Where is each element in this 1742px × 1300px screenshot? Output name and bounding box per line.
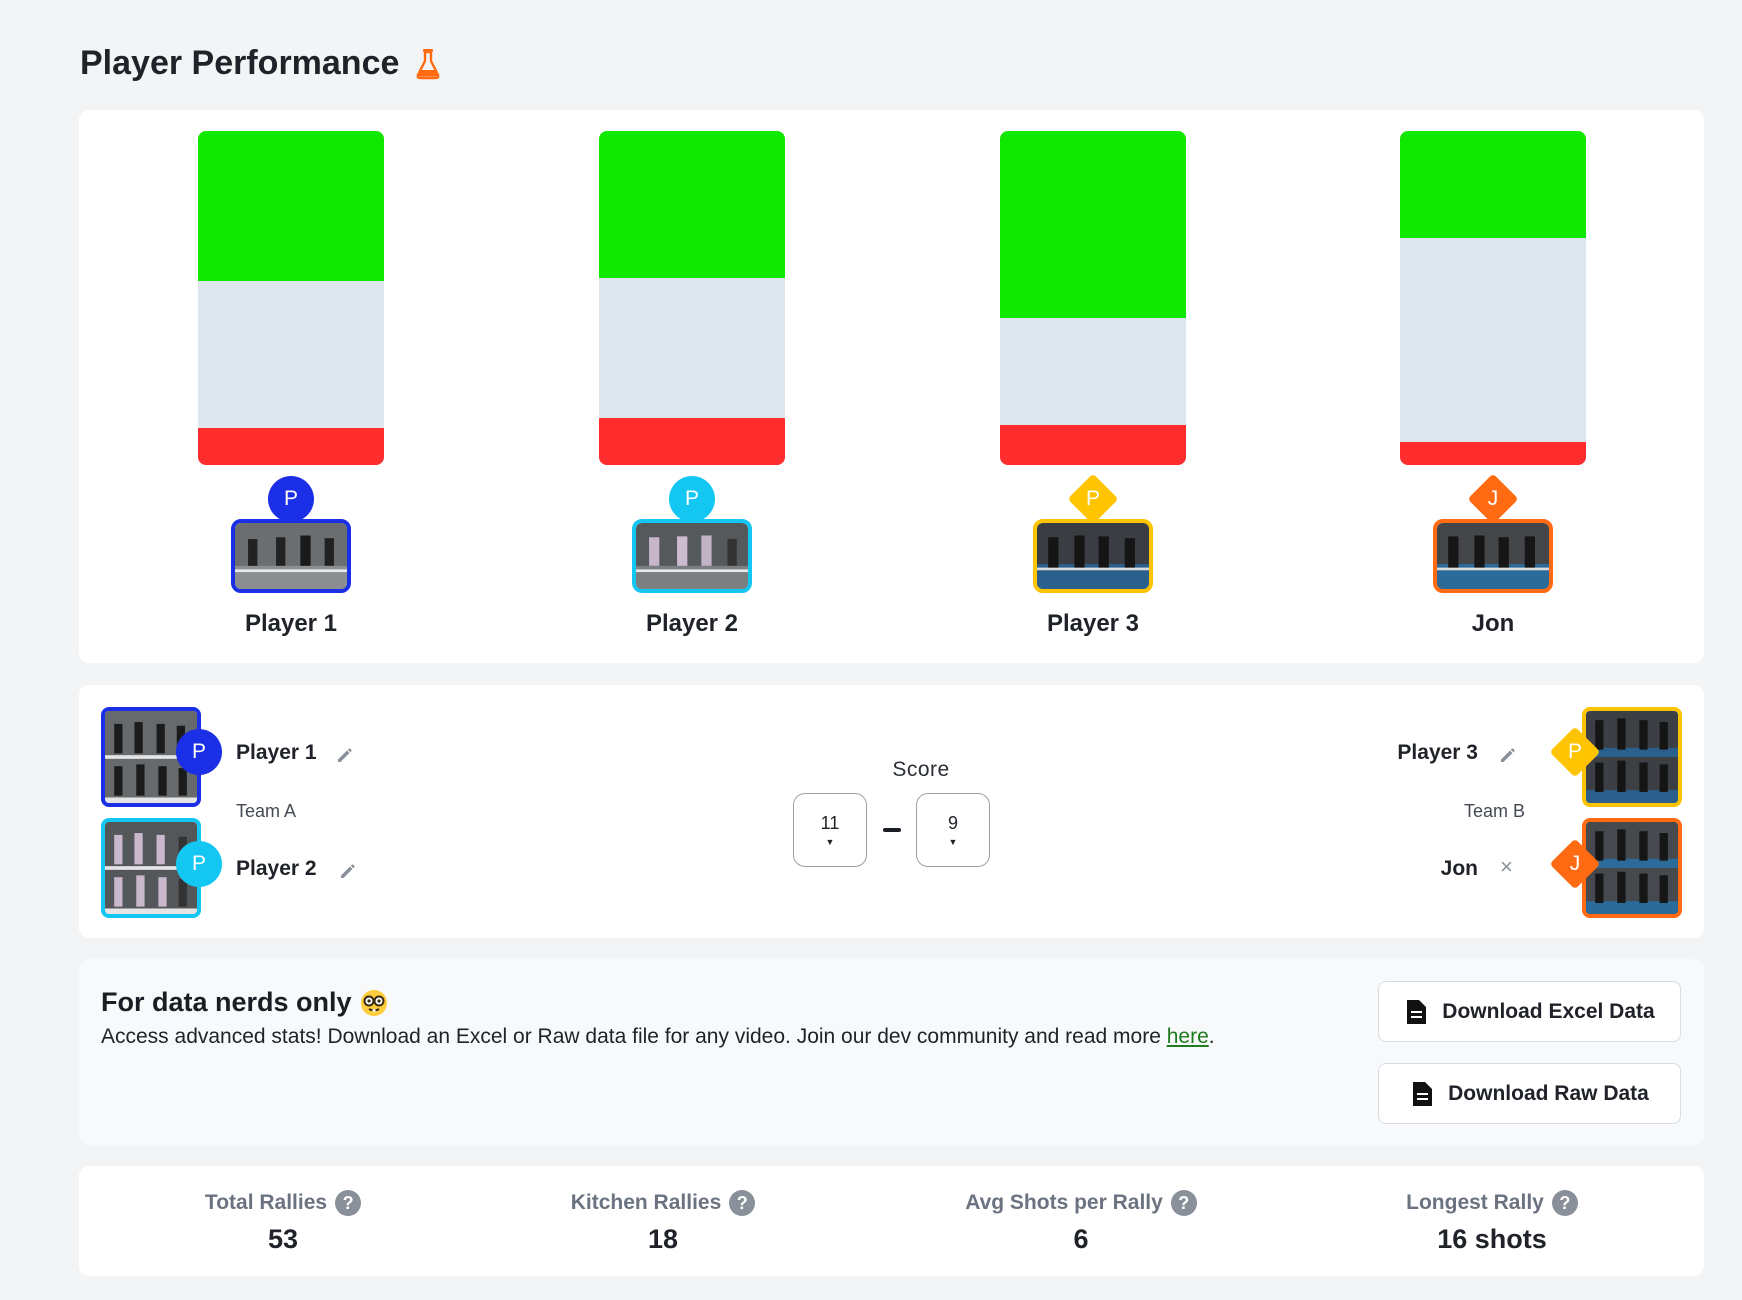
player-name: Player 2 bbox=[645, 610, 739, 637]
bar-red-segment bbox=[1400, 441, 1586, 465]
player-thumbnail[interactable] bbox=[1433, 519, 1553, 593]
bar-gray-segment bbox=[1000, 318, 1186, 425]
stat-value: 18 bbox=[647, 1224, 679, 1254]
player-badge-letter: P bbox=[1085, 487, 1100, 510]
bar-column-jon: J Jon bbox=[1400, 110, 1586, 663]
team-b-player-1-thumbnail[interactable] bbox=[1582, 707, 1682, 807]
team-b-player-2-thumbnail[interactable] bbox=[1582, 818, 1682, 918]
bar-red-segment bbox=[1000, 424, 1186, 465]
stat-value: 16 shots bbox=[1437, 1224, 1547, 1254]
stat-value: 53 bbox=[267, 1224, 299, 1254]
document-icon bbox=[1407, 999, 1427, 1024]
stat-kitchen-rallies: Kitchen Rallies ? 18 bbox=[513, 1166, 813, 1276]
team-b-player-1-badge-letter: P bbox=[1567, 740, 1582, 763]
player-badge: P bbox=[268, 476, 314, 522]
bar-column-player-2: P Player 2 bbox=[599, 110, 785, 663]
nerd-face-emoji-icon bbox=[360, 989, 387, 1016]
bar-column-player-1: P Player 1 bbox=[198, 110, 384, 663]
player-name: Player 3 bbox=[1046, 610, 1140, 637]
player-badge: P bbox=[669, 476, 715, 522]
edit-pencil-icon[interactable] bbox=[335, 745, 355, 765]
player-name: Jon bbox=[1471, 610, 1515, 637]
performance-bar bbox=[1400, 131, 1586, 465]
download-excel-label: Download Excel Data bbox=[1442, 999, 1655, 1023]
team-b-player-1-badge: P bbox=[1549, 726, 1601, 778]
score-a-select[interactable]: 11 ▼ bbox=[793, 793, 867, 867]
team-b-player-2-name: Jon bbox=[1440, 857, 1478, 880]
player-thumbnail[interactable] bbox=[632, 519, 752, 593]
bar-green-segment bbox=[1000, 131, 1186, 319]
player-badge: J bbox=[1467, 473, 1519, 525]
edit-pencil-icon[interactable] bbox=[1498, 745, 1518, 765]
stat-longest-rally: Longest Rally ? 16 shots bbox=[1342, 1166, 1642, 1276]
flask-icon bbox=[416, 48, 440, 79]
team-b-player-2-badge-letter: J bbox=[1569, 852, 1581, 875]
teams-card: P Player 1 Team A P Player 2 Score 11 ▼ … bbox=[79, 685, 1704, 938]
score-b-select[interactable]: 9 ▼ bbox=[916, 793, 990, 867]
stat-value: 6 bbox=[1073, 1224, 1089, 1254]
player-name: Player 1 bbox=[244, 610, 338, 637]
download-raw-label: Download Raw Data bbox=[1448, 1081, 1649, 1105]
bar-green-segment bbox=[599, 131, 785, 278]
performance-bar bbox=[1000, 131, 1186, 465]
performance-bar bbox=[198, 131, 384, 465]
help-question-icon[interactable]: ? bbox=[729, 1190, 756, 1216]
data-nerds-title-text: For data nerds only bbox=[101, 987, 352, 1017]
bar-green-segment bbox=[198, 131, 384, 282]
description-period: . bbox=[1208, 1025, 1215, 1048]
bar-gray-segment bbox=[1400, 237, 1586, 442]
team-b-label: Team B bbox=[1464, 801, 1526, 821]
team-a-player-2-name: Player 2 bbox=[236, 857, 317, 880]
team-a-player-1-badge: P bbox=[176, 729, 222, 775]
stats-card: Total Rallies ? 53 Kitchen Rallies ? 18 … bbox=[79, 1166, 1704, 1276]
stat-total-rallies: Total Rallies ? 53 bbox=[133, 1166, 433, 1276]
score-label: Score bbox=[892, 758, 950, 781]
bar-red-segment bbox=[198, 428, 384, 465]
download-raw-button[interactable]: Download Raw Data bbox=[1378, 1063, 1681, 1124]
help-question-icon[interactable]: ? bbox=[1551, 1190, 1578, 1216]
page-title-text: Player Performance bbox=[80, 44, 400, 82]
team-a-player-1-name: Player 1 bbox=[236, 741, 317, 764]
team-b-player-1-name: Player 3 bbox=[1397, 741, 1478, 764]
team-b-player-2-badge: J bbox=[1549, 838, 1601, 890]
player-badge: P bbox=[1067, 473, 1119, 525]
bar-green-segment bbox=[1400, 131, 1586, 238]
data-nerds-title: For data nerds only bbox=[101, 987, 388, 1018]
caret-down-icon: ▼ bbox=[825, 837, 835, 847]
stat-label: Longest Rally bbox=[1406, 1191, 1544, 1214]
score-b-value: 9 bbox=[947, 813, 958, 833]
page-title: Player Performance bbox=[80, 44, 441, 83]
player-thumbnail[interactable] bbox=[231, 519, 351, 593]
player-badge-letter: J bbox=[1487, 487, 1499, 510]
help-question-icon[interactable]: ? bbox=[1170, 1190, 1197, 1216]
performance-bar bbox=[599, 131, 785, 465]
bar-gray-segment bbox=[198, 281, 384, 429]
score-a-value: 11 bbox=[820, 813, 840, 833]
bar-column-player-3: P Player 3 bbox=[1000, 110, 1186, 663]
performance-bars-card: P Player 1 P Player 2 bbox=[79, 110, 1704, 663]
help-question-icon[interactable]: ? bbox=[335, 1190, 362, 1216]
here-link[interactable]: here bbox=[1166, 1025, 1209, 1048]
document-icon bbox=[1413, 1081, 1433, 1106]
team-a-player-2-badge: P bbox=[176, 841, 222, 887]
data-nerds-card: For data nerds only Access advanced stat… bbox=[79, 959, 1704, 1145]
bar-gray-segment bbox=[599, 277, 785, 419]
score-separator bbox=[883, 828, 901, 832]
download-excel-button[interactable]: Download Excel Data bbox=[1378, 981, 1681, 1042]
caret-down-icon: ▼ bbox=[948, 837, 958, 847]
data-nerds-description: Access advanced stats! Download an Excel… bbox=[101, 1025, 1215, 1049]
data-nerds-description-text: Access advanced stats! Download an Excel… bbox=[101, 1025, 1167, 1048]
stat-label: Total Rallies bbox=[204, 1191, 328, 1214]
remove-close-icon[interactable]: × bbox=[1500, 854, 1513, 879]
edit-pencil-icon[interactable] bbox=[338, 861, 358, 881]
stat-avg-shots: Avg Shots per Rally ? 6 bbox=[931, 1166, 1231, 1276]
team-a-label: Team A bbox=[236, 801, 297, 821]
player-thumbnail[interactable] bbox=[1033, 519, 1153, 593]
stat-label: Avg Shots per Rally bbox=[965, 1191, 1163, 1214]
stat-label: Kitchen Rallies bbox=[570, 1191, 722, 1214]
bar-red-segment bbox=[599, 418, 785, 465]
